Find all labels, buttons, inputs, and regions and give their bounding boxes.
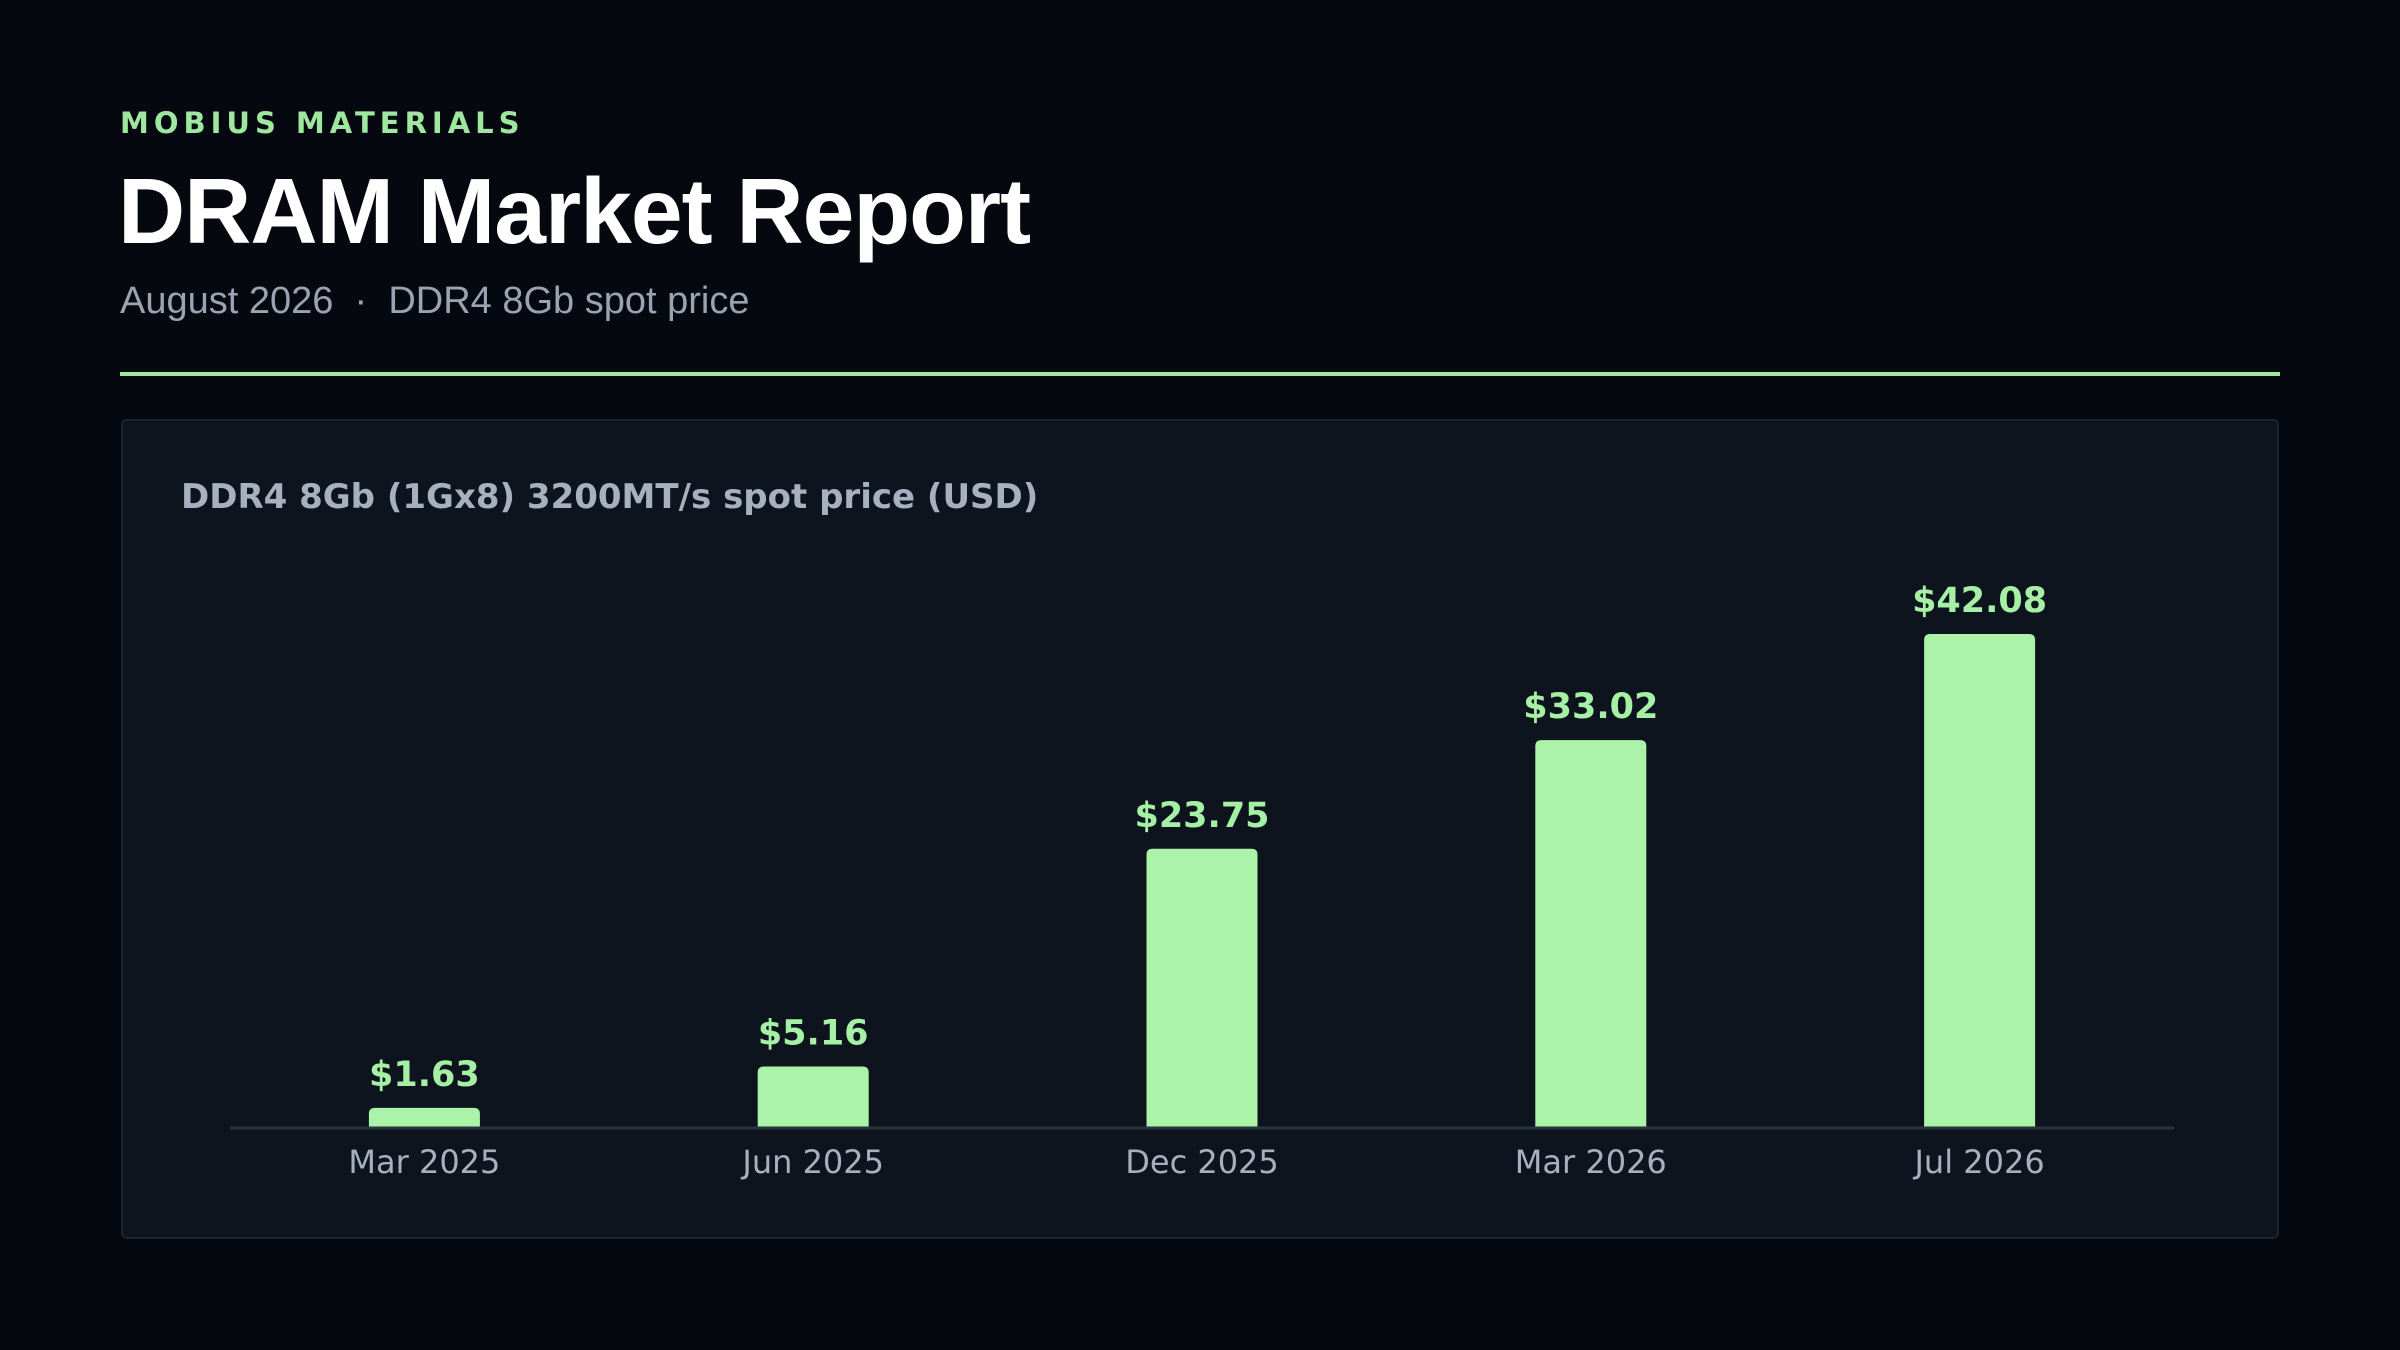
- bar-chart: $1.63 Mar 2025 $5.16 Jun 2025 $23.75 Dec 2025…: [230, 581, 2174, 1181]
- page-title: DRAM Market Report: [118, 159, 1031, 263]
- bar-mar-2026: [1535, 740, 1647, 1127]
- company-eyebrow: MOBIUS MATERIALS: [120, 106, 525, 140]
- x-tick-label: Jun 2025: [740, 1143, 884, 1181]
- bar-value-label: $42.08: [1912, 581, 2047, 621]
- chart-title: DDR4 8Gb (1Gx8) 3200MT/s spot price (USD…: [181, 477, 1039, 517]
- labels-layer: $1.63 Mar 2025 $5.16 Jun 2025 $23.75 Dec 2025…: [348, 581, 2047, 1181]
- bar-value-label: $23.75: [1134, 796, 1269, 836]
- x-tick-label: Dec 2025: [1125, 1143, 1279, 1181]
- subtitle-topic: DDR4 8Gb spot price: [388, 280, 750, 322]
- bar-jun-2025: [757, 1066, 869, 1127]
- x-tick-label: Jul 2026: [1912, 1143, 2044, 1181]
- bars-layer: [368, 634, 2036, 1127]
- chart-card: DDR4 8Gb (1Gx8) 3200MT/s spot price (USD…: [121, 419, 2279, 1239]
- page-subtitle: August 2026 · DDR4 8Gb spot price: [120, 278, 749, 324]
- bar-dec-2025: [1146, 848, 1258, 1127]
- bar-value-label: $33.02: [1523, 687, 1658, 727]
- x-tick-label: Mar 2026: [1515, 1143, 1667, 1181]
- bar-value-label: $1.63: [369, 1055, 480, 1095]
- subtitle-date: August 2026: [120, 280, 334, 322]
- bar-mar-2025: [368, 1107, 480, 1127]
- bar-jul-2026: [1924, 634, 2036, 1127]
- bar-value-label: $5.16: [758, 1014, 869, 1054]
- subtitle-separator: ·: [354, 280, 368, 322]
- x-tick-label: Mar 2025: [348, 1143, 500, 1181]
- header-divider: [120, 372, 2280, 376]
